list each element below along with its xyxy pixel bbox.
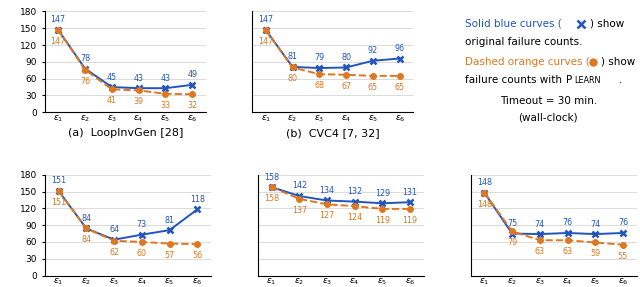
Text: 119: 119	[403, 216, 418, 225]
Text: 81: 81	[164, 216, 175, 225]
Text: .: .	[619, 75, 623, 85]
Text: 67: 67	[341, 82, 351, 91]
Text: failure counts with: failure counts with	[465, 75, 565, 85]
Text: 73: 73	[137, 220, 147, 229]
Text: 142: 142	[292, 181, 307, 191]
Text: 119: 119	[375, 216, 390, 225]
Text: Dashed orange curves (: Dashed orange curves (	[465, 57, 590, 67]
Text: 32: 32	[188, 101, 197, 110]
Text: 76: 76	[563, 218, 573, 227]
Text: ) show: ) show	[590, 19, 624, 29]
Text: 63: 63	[563, 247, 573, 256]
Text: 147: 147	[258, 37, 273, 46]
Text: 56: 56	[192, 251, 202, 260]
Text: LEARN: LEARN	[574, 75, 600, 84]
Text: original failure counts.: original failure counts.	[465, 37, 582, 47]
Text: 76: 76	[618, 218, 628, 227]
Text: 79: 79	[314, 53, 324, 63]
Text: 148: 148	[477, 178, 492, 187]
Text: 147: 147	[51, 37, 66, 46]
Text: 41: 41	[107, 96, 117, 105]
Text: 57: 57	[164, 251, 175, 259]
Text: 147: 147	[51, 15, 66, 24]
Text: 43: 43	[134, 74, 143, 83]
Text: 63: 63	[535, 247, 545, 256]
Text: 127: 127	[319, 211, 335, 220]
Text: 80: 80	[341, 53, 351, 62]
Text: 55: 55	[618, 252, 628, 261]
Text: 132: 132	[347, 187, 362, 196]
Text: 78: 78	[80, 54, 90, 63]
Text: 129: 129	[375, 189, 390, 198]
Text: 74: 74	[590, 220, 600, 228]
Text: 62: 62	[109, 248, 119, 257]
Text: 33: 33	[161, 101, 170, 110]
X-axis label: (a)  LoopInvGen [28]: (a) LoopInvGen [28]	[68, 128, 183, 138]
Text: 151: 151	[51, 177, 66, 185]
Text: 158: 158	[264, 172, 279, 181]
Text: 84: 84	[81, 235, 92, 245]
Text: 60: 60	[137, 249, 147, 258]
Text: 49: 49	[188, 70, 197, 79]
Text: 59: 59	[590, 249, 600, 258]
X-axis label: (b)  CVC4 [7, 32]: (b) CVC4 [7, 32]	[286, 128, 380, 138]
Text: 84: 84	[81, 214, 92, 223]
Text: 45: 45	[107, 73, 117, 82]
Text: 96: 96	[395, 44, 405, 53]
Text: 81: 81	[287, 52, 298, 61]
Text: P: P	[566, 75, 572, 85]
Text: 80: 80	[287, 74, 298, 84]
Text: 65: 65	[368, 83, 378, 92]
Text: 74: 74	[535, 220, 545, 228]
Text: 134: 134	[319, 186, 335, 195]
Text: 65: 65	[395, 83, 405, 92]
Text: 68: 68	[314, 81, 324, 90]
Text: 43: 43	[161, 74, 170, 83]
Text: 92: 92	[368, 46, 378, 55]
Text: 137: 137	[292, 206, 307, 215]
Text: 151: 151	[51, 198, 66, 207]
Text: 76: 76	[80, 77, 90, 86]
Text: 158: 158	[264, 194, 279, 203]
Text: 118: 118	[189, 195, 205, 204]
Text: 148: 148	[477, 199, 492, 209]
Text: 147: 147	[258, 15, 273, 24]
Text: 64: 64	[109, 225, 119, 234]
Text: 124: 124	[347, 213, 362, 222]
Text: ) show: ) show	[602, 57, 636, 67]
Text: 39: 39	[134, 97, 144, 106]
Text: 79: 79	[507, 238, 517, 247]
Text: Solid blue curves (: Solid blue curves (	[465, 19, 562, 29]
Text: (wall-clock): (wall-clock)	[518, 112, 578, 122]
Text: 131: 131	[403, 188, 417, 197]
Text: Timeout = 30 min.: Timeout = 30 min.	[500, 96, 597, 106]
Text: 75: 75	[507, 219, 517, 228]
